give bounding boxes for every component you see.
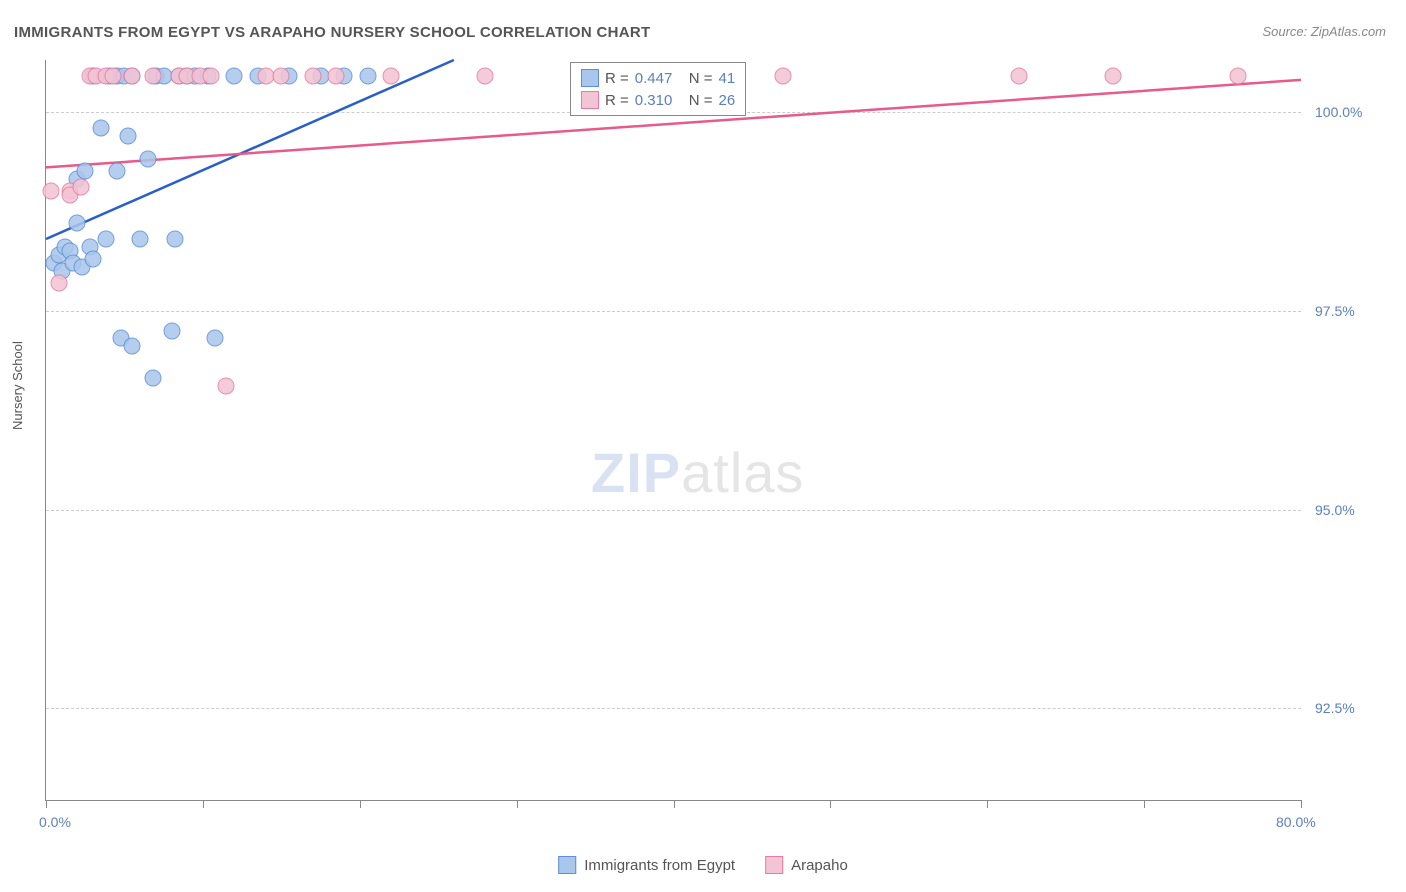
y-tick-label: 92.5% xyxy=(1315,700,1355,716)
swatch-egypt xyxy=(581,69,599,87)
scatter-point xyxy=(50,274,67,291)
legend-stats-row-arapaho: R = 0.310 N = 26 xyxy=(571,89,745,111)
plot-area: ZIPatlas xyxy=(45,60,1301,801)
scatter-point xyxy=(124,67,141,84)
scatter-point xyxy=(92,119,109,136)
scatter-point xyxy=(1230,67,1247,84)
y-axis-label: Nursery School xyxy=(10,341,25,430)
scatter-point xyxy=(1104,67,1121,84)
scatter-point xyxy=(226,67,243,84)
scatter-point xyxy=(383,67,400,84)
x-tick xyxy=(1301,800,1302,808)
scatter-point xyxy=(257,67,274,84)
scatter-point xyxy=(132,231,149,248)
x-tick xyxy=(517,800,518,808)
scatter-point xyxy=(1010,67,1027,84)
scatter-point xyxy=(163,322,180,339)
n-prefix: N = xyxy=(689,70,713,87)
x-tick xyxy=(1144,800,1145,808)
scatter-point xyxy=(85,250,102,267)
scatter-point xyxy=(77,163,94,180)
x-tick-label: 80.0% xyxy=(1276,814,1316,830)
legend-item-egypt: Immigrants from Egypt xyxy=(558,856,735,874)
scatter-point xyxy=(144,67,161,84)
swatch-arapaho xyxy=(765,856,783,874)
scatter-point xyxy=(97,231,114,248)
scatter-point xyxy=(218,378,235,395)
y-tick-label: 95.0% xyxy=(1315,502,1355,518)
x-tick xyxy=(203,800,204,808)
legend-stats: R = 0.447 N = 41 R = 0.310 N = 26 xyxy=(570,62,746,116)
scatter-point xyxy=(108,163,125,180)
x-tick xyxy=(830,800,831,808)
scatter-point xyxy=(359,67,376,84)
scatter-point xyxy=(72,179,89,196)
scatter-point xyxy=(105,67,122,84)
n-prefix: N = xyxy=(689,92,713,109)
scatter-point xyxy=(207,330,224,347)
swatch-egypt xyxy=(558,856,576,874)
scatter-point xyxy=(166,231,183,248)
scatter-point xyxy=(273,67,290,84)
n-value-egypt: 41 xyxy=(719,70,736,87)
legend-stats-row-egypt: R = 0.447 N = 41 xyxy=(571,67,745,89)
legend-item-arapaho: Arapaho xyxy=(765,856,848,874)
x-tick xyxy=(360,800,361,808)
r-value-egypt: 0.447 xyxy=(635,70,683,87)
y-tick-label: 97.5% xyxy=(1315,303,1355,319)
trend-line-0 xyxy=(46,60,454,239)
scatter-point xyxy=(69,215,86,232)
chart-title: IMMIGRANTS FROM EGYPT VS ARAPAHO NURSERY… xyxy=(14,24,650,41)
scatter-point xyxy=(775,67,792,84)
x-tick xyxy=(46,800,47,808)
scatter-point xyxy=(42,183,59,200)
r-value-arapaho: 0.310 xyxy=(635,92,683,109)
chart-source: Source: ZipAtlas.com xyxy=(1262,24,1386,39)
scatter-point xyxy=(124,338,141,355)
r-prefix: R = xyxy=(605,92,629,109)
scatter-point xyxy=(477,67,494,84)
swatch-arapaho xyxy=(581,91,599,109)
legend-label-arapaho: Arapaho xyxy=(791,857,848,874)
n-value-arapaho: 26 xyxy=(719,92,736,109)
trend-lines xyxy=(46,60,1301,800)
legend-series: Immigrants from Egypt Arapaho xyxy=(558,856,848,874)
scatter-point xyxy=(139,151,156,168)
x-tick xyxy=(987,800,988,808)
r-prefix: R = xyxy=(605,70,629,87)
x-tick xyxy=(674,800,675,808)
scatter-point xyxy=(144,370,161,387)
scatter-point xyxy=(304,67,321,84)
y-tick-label: 100.0% xyxy=(1315,104,1362,120)
scatter-point xyxy=(119,127,136,144)
scatter-point xyxy=(328,67,345,84)
scatter-point xyxy=(202,67,219,84)
x-tick-label: 0.0% xyxy=(39,814,71,830)
legend-label-egypt: Immigrants from Egypt xyxy=(584,857,735,874)
